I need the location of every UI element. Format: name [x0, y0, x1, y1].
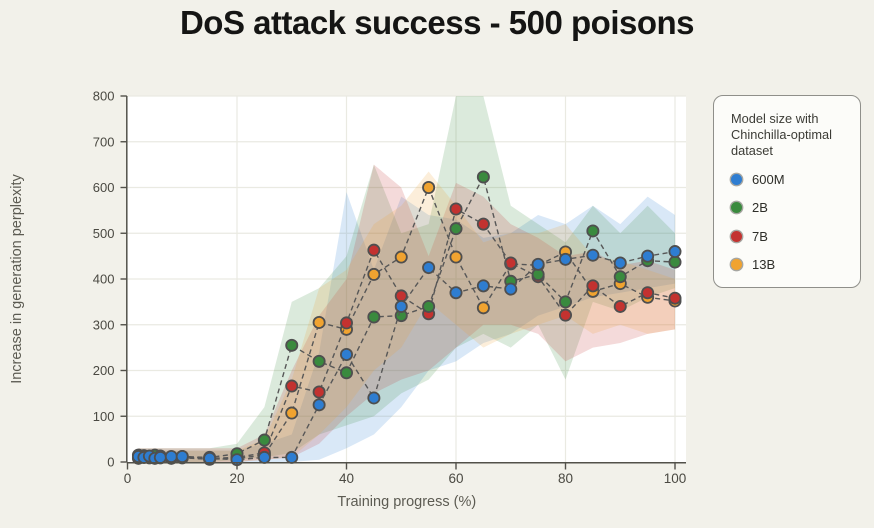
- dot-13B: [367, 267, 381, 281]
- dot-2B: [449, 222, 463, 236]
- dot-7B: [641, 286, 655, 300]
- dot-600M: [422, 261, 436, 275]
- legend-item-13b: 13B: [731, 257, 850, 272]
- dot-7B: [476, 217, 490, 231]
- dot-13B: [476, 301, 490, 315]
- y-tick-label: 600: [93, 180, 115, 195]
- dot-13B: [312, 315, 326, 329]
- page-title: DoS attack success - 500 poisons: [179, 4, 695, 41]
- dot-13B: [285, 406, 299, 420]
- legend: Model size with Chinchilla-optimal datas…: [713, 95, 861, 288]
- dot-600M: [476, 279, 490, 293]
- dot-600M: [367, 391, 381, 405]
- legend-item-2b: 2B: [731, 200, 850, 215]
- y-tick-label: 300: [93, 317, 115, 332]
- dot-7B: [504, 256, 518, 270]
- dot-2B: [257, 433, 271, 447]
- dot-2B: [559, 295, 573, 309]
- legend-items: 600M 2B 7B 13B: [731, 172, 850, 272]
- legend-label-600m: 600M: [752, 171, 785, 187]
- dot-2B: [668, 255, 682, 269]
- legend-swatch-13b-icon: [731, 259, 742, 271]
- dot-600M: [153, 450, 167, 464]
- dot-600M: [531, 257, 545, 271]
- dot-600M: [285, 450, 299, 464]
- y-tick-label: 0: [107, 455, 114, 470]
- dot-13B: [449, 250, 463, 264]
- y-axis-label: Increase in generation perplexity: [9, 173, 25, 383]
- dot-7B: [613, 299, 627, 313]
- dot-600M: [164, 450, 178, 464]
- dot-600M: [559, 252, 573, 266]
- dot-600M: [257, 450, 271, 464]
- dot-600M: [586, 248, 600, 262]
- dot-600M: [339, 347, 353, 361]
- y-tick-label: 800: [93, 89, 115, 104]
- dot-600M: [312, 398, 326, 412]
- x-tick-label: 80: [558, 471, 573, 486]
- legend-swatch-2b-icon: [731, 202, 742, 214]
- dot-2B: [285, 338, 299, 352]
- dot-7B: [668, 291, 682, 305]
- dot-600M: [668, 245, 682, 259]
- legend-label-7b: 7B: [752, 228, 768, 244]
- dot-2B: [613, 270, 627, 284]
- dot-600M: [641, 249, 655, 263]
- dot-2B: [367, 310, 381, 324]
- dot-7B: [586, 279, 600, 293]
- dot-7B: [559, 308, 573, 322]
- dot-7B: [312, 385, 326, 399]
- x-tick-label: 100: [664, 471, 687, 486]
- x-tick-label: 40: [339, 471, 354, 486]
- legend-item-600m: 600M: [731, 172, 850, 187]
- band-2B: [138, 96, 675, 462]
- dot-600M: [394, 299, 408, 313]
- dot-600M: [613, 256, 627, 270]
- dot-600M: [449, 286, 463, 300]
- legend-label-2b: 2B: [752, 200, 768, 216]
- legend-swatch-600m-icon: [731, 173, 742, 185]
- dot-7B: [339, 316, 353, 330]
- legend-swatch-7b-icon: [731, 230, 742, 242]
- dot-7B: [449, 202, 463, 216]
- y-tick-label: 500: [93, 226, 115, 241]
- dot-600M: [504, 282, 518, 296]
- dot-13B: [394, 250, 408, 264]
- x-tick-label: 60: [448, 471, 463, 486]
- dot-7B: [285, 379, 299, 393]
- legend-title: Model size with Chinchilla-optimal datas…: [731, 111, 832, 158]
- y-tick-label: 200: [93, 363, 115, 378]
- x-tick-label: 0: [124, 471, 132, 486]
- y-tick-label: 100: [93, 409, 115, 424]
- legend-item-7b: 7B: [731, 229, 850, 244]
- x-axis-label: Training progress (%): [337, 494, 476, 510]
- dot-600M: [175, 450, 189, 464]
- dot-2B: [586, 224, 600, 238]
- y-tick-label: 700: [93, 134, 115, 149]
- dot-2B: [312, 354, 326, 368]
- dot-2B: [422, 299, 436, 313]
- dot-2B: [339, 366, 353, 380]
- legend-label-13b: 13B: [752, 257, 776, 273]
- dot-13B: [422, 180, 436, 194]
- dot-7B: [367, 243, 381, 257]
- y-tick-label: 400: [93, 272, 115, 287]
- dot-600M: [203, 451, 217, 465]
- x-tick-label: 20: [229, 471, 244, 486]
- dot-2B: [476, 170, 490, 184]
